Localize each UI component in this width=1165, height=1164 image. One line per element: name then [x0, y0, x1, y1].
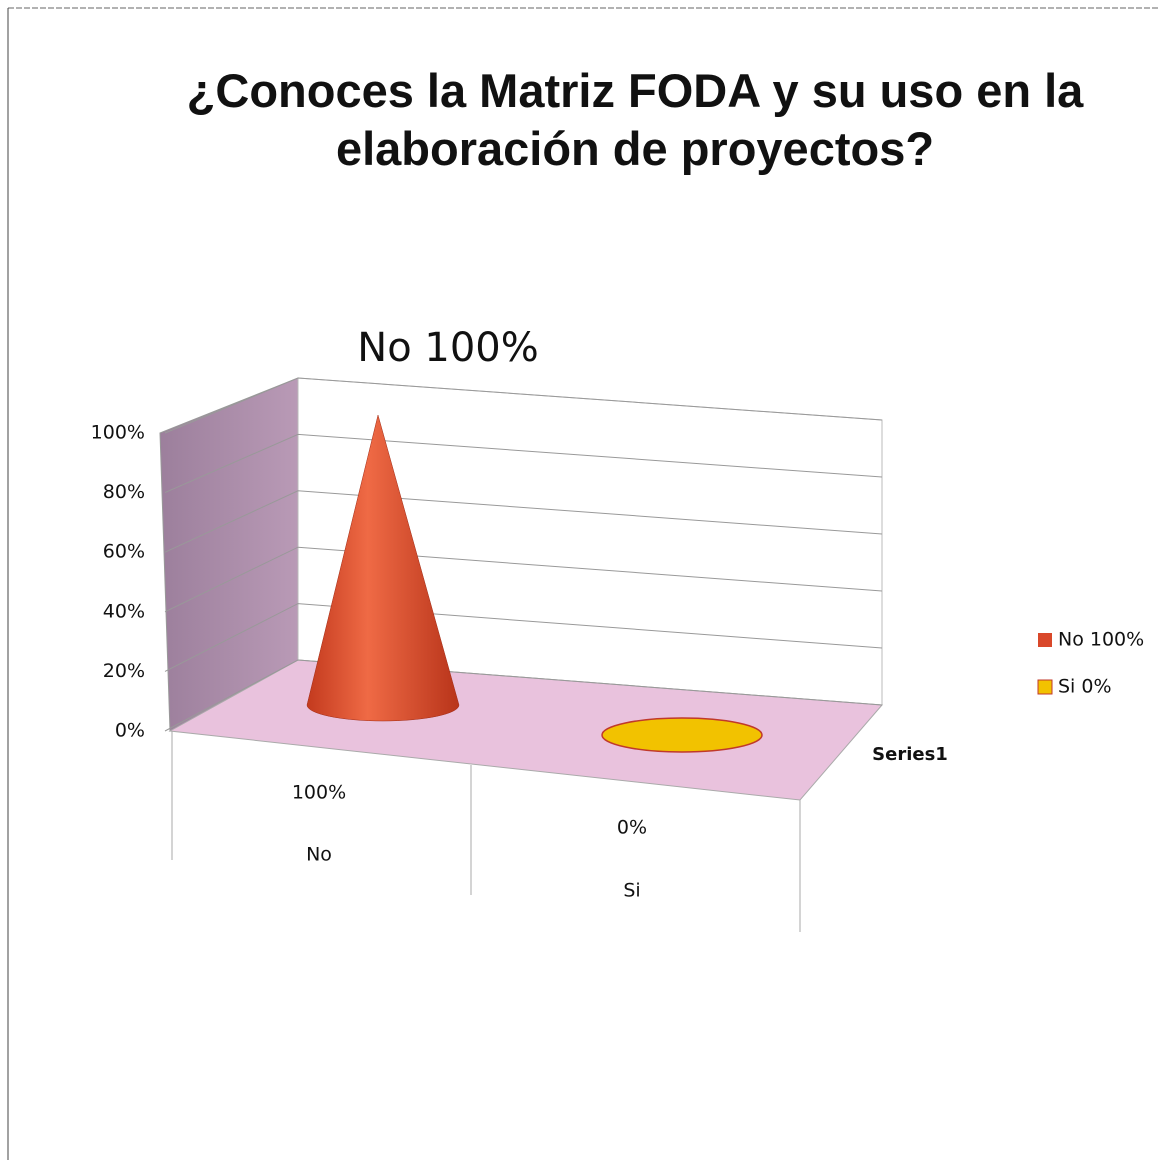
- annotation: No 100%: [357, 325, 538, 371]
- y-tick-label: 80%: [103, 481, 145, 503]
- data-label: 0%: [617, 817, 647, 839]
- data-label: 100%: [292, 782, 346, 804]
- y-tick-label: 20%: [103, 660, 145, 682]
- legend-swatch: [1037, 679, 1053, 695]
- legend-label: No 100%: [1058, 629, 1144, 651]
- grid-line: [164, 603, 883, 672]
- cone: [306, 414, 460, 722]
- y-tick-label: 40%: [103, 600, 145, 622]
- grid-line: [164, 546, 883, 613]
- cone: [601, 717, 763, 753]
- legend-label: Si 0%: [1058, 676, 1112, 698]
- grid-line: [164, 377, 883, 434]
- legend-swatch: [1038, 633, 1052, 647]
- x-tick-label: No: [306, 844, 332, 866]
- grid-line: [164, 490, 883, 553]
- y-tick-label: 0%: [115, 720, 145, 742]
- series-label: Series1: [872, 744, 948, 765]
- x-tick-label: Si: [623, 880, 640, 902]
- grid-line: [164, 659, 883, 732]
- grid-line: [164, 433, 883, 494]
- chart-title: ¿Conoces la Matriz FODA y su uso en la e…: [186, 64, 1084, 175]
- y-tick-label: 100%: [91, 422, 145, 444]
- y-tick-label: 60%: [103, 541, 145, 563]
